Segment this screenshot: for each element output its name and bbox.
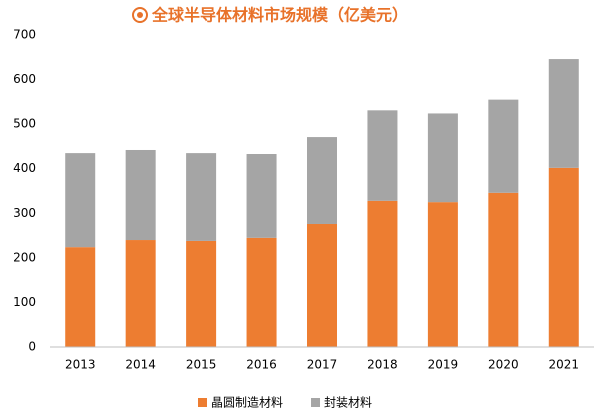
title-icon-dot (137, 12, 143, 18)
bar-segment (488, 99, 519, 193)
bar-segment (186, 153, 217, 241)
bar-segment (307, 137, 337, 224)
bar-segment (246, 154, 277, 238)
x-tick-label: 2019 (428, 358, 459, 372)
y-tick-label: 600 (13, 72, 36, 86)
bar-segment (427, 202, 458, 347)
title-icon (132, 7, 148, 23)
x-tick-label: 2017 (307, 358, 338, 372)
bar-segment (367, 200, 398, 347)
bar-segment (307, 223, 337, 347)
y-tick-label: 0 (28, 340, 36, 354)
x-tick-label: 2014 (125, 358, 156, 372)
y-tick-label: 700 (13, 28, 36, 42)
legend-label: 晶圆制造材料 (211, 396, 283, 410)
y-tick-label: 200 (13, 250, 36, 264)
x-tick-label: 2015 (186, 358, 217, 372)
x-tick-label: 2018 (367, 358, 398, 372)
bar-segment (548, 59, 579, 168)
x-tick-label: 2016 (246, 358, 277, 372)
bar-segment (65, 153, 96, 248)
legend-swatch (311, 398, 321, 407)
x-tick-label: 2020 (488, 358, 519, 372)
bar-segment (488, 192, 519, 347)
bar-segment (246, 237, 277, 347)
chart-title: 全球半导体材料市场规模（亿美元） (151, 6, 408, 25)
bar-segment (367, 110, 398, 201)
y-tick-label: 400 (13, 161, 36, 175)
x-tick-label: 2021 (549, 358, 580, 372)
bar-segment (125, 149, 156, 241)
bar-segment (427, 113, 458, 203)
x-tick-label: 2013 (65, 358, 96, 372)
y-tick-label: 300 (13, 206, 36, 220)
bar-segment (65, 247, 96, 347)
legend-label: 封装材料 (324, 396, 372, 410)
bar-segment (548, 167, 579, 347)
y-tick-label: 500 (13, 117, 36, 131)
legend-swatch (198, 398, 207, 407)
bar-segment (125, 240, 156, 347)
bar-segment (186, 240, 217, 347)
y-tick-label: 100 (13, 295, 36, 309)
